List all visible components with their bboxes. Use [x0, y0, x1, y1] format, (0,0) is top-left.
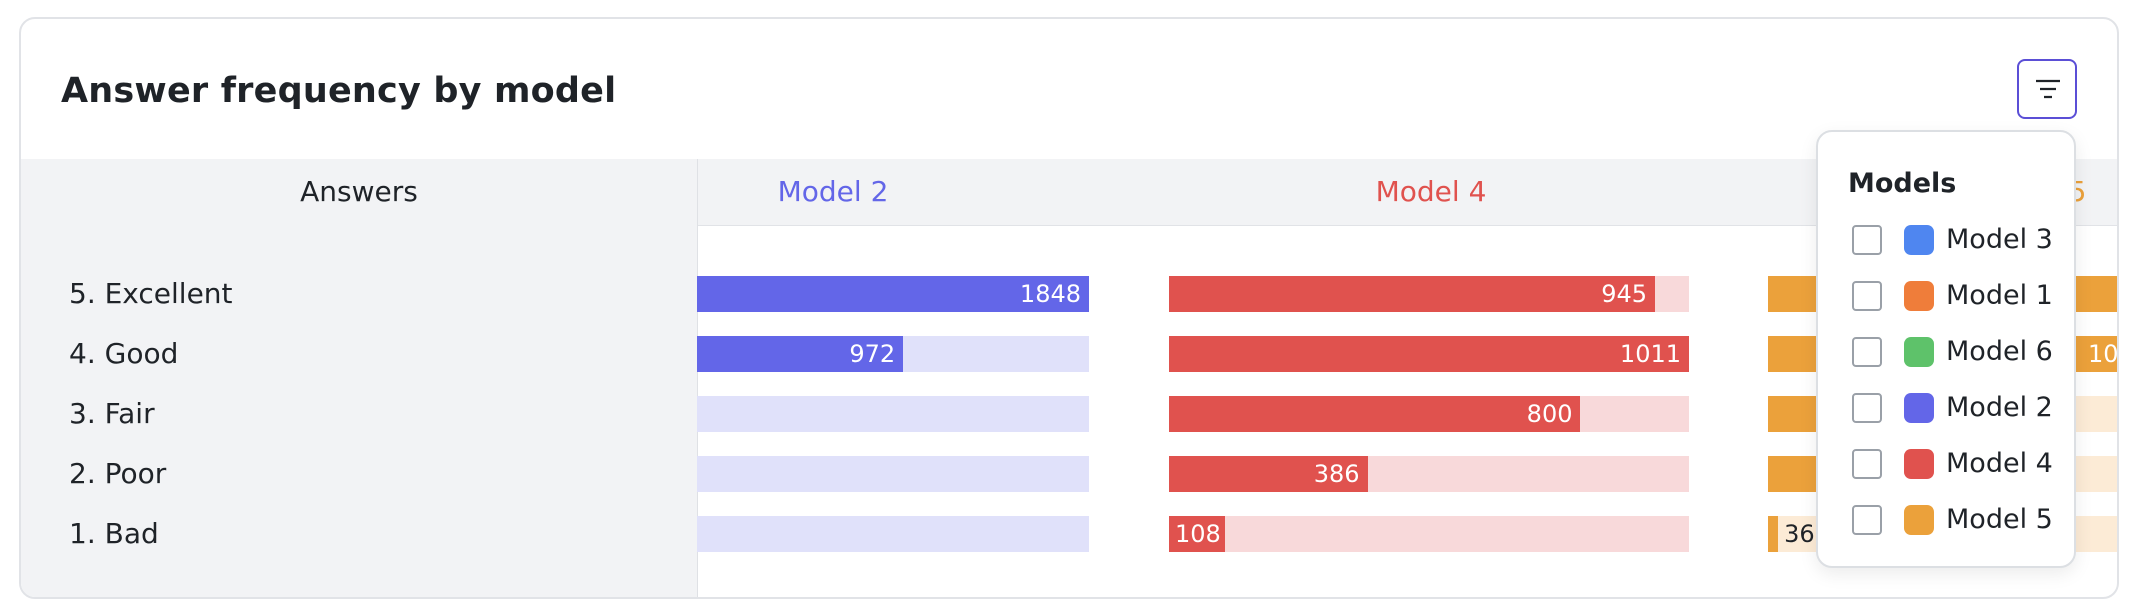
bar-value-label: 108	[2088, 340, 2119, 368]
bar-track	[697, 456, 1089, 492]
model-checkbox[interactable]	[1852, 449, 1882, 479]
bar-fill[interactable]	[1768, 456, 1825, 492]
bar-fill[interactable]	[1169, 456, 1368, 492]
model-checkbox[interactable]	[1852, 505, 1882, 535]
filter-button[interactable]	[2017, 59, 2077, 119]
bar-fill[interactable]	[1169, 396, 1581, 432]
answers-column	[21, 225, 697, 597]
model-color-swatch	[1904, 505, 1934, 535]
model-filter-option[interactable]: Model 1	[1818, 274, 2074, 318]
answer-row-label: 5. Excellent	[69, 277, 233, 310]
bar-fill[interactable]	[1169, 516, 1225, 552]
card-title: Answer frequency by model	[61, 71, 617, 111]
model-column-header: Model 2	[777, 175, 889, 208]
model-checkbox[interactable]	[1852, 393, 1882, 423]
bar-track: 108	[1169, 516, 1689, 552]
column-divider	[697, 159, 698, 597]
answer-row-label: 3. Fair	[69, 397, 155, 430]
model-filter-option[interactable]: Model 3	[1818, 218, 2074, 262]
answer-row-label: 2. Poor	[69, 457, 167, 490]
answer-frequency-card: Answer frequency by model Answers Model …	[19, 17, 2119, 599]
bar-track: 972	[697, 336, 1089, 372]
model-checkbox[interactable]	[1852, 337, 1882, 367]
model-filter-label: Model 3	[1946, 224, 2053, 255]
bar-track	[697, 396, 1089, 432]
bar-fill[interactable]	[1169, 336, 1689, 372]
model-color-swatch	[1904, 393, 1934, 423]
answer-row-label: 1. Bad	[69, 517, 159, 550]
bar-value-label: 1848	[1019, 280, 1081, 308]
model-filter-label: Model 1	[1946, 280, 2053, 311]
bar-value-label: 972	[849, 340, 896, 368]
bar-fill[interactable]	[697, 336, 904, 372]
bar-value-label: 945	[1601, 280, 1648, 308]
model-filter-label: Model 4	[1946, 448, 2053, 479]
model-color-swatch	[1904, 225, 1934, 255]
bar-track: 945	[1169, 276, 1689, 312]
bar-track: 1011	[1169, 336, 1689, 372]
model-filter-label: Model 2	[1946, 392, 2053, 423]
model-filter-label: Model 5	[1946, 504, 2053, 535]
table-header	[21, 159, 2117, 226]
bar-value-label: 108	[1175, 520, 1221, 548]
model-column-header: Model 4	[1375, 175, 1487, 208]
model-color-swatch	[1904, 281, 1934, 311]
bar-track	[697, 516, 1089, 552]
model-color-swatch	[1904, 449, 1934, 479]
bar-track: 1848	[697, 276, 1089, 312]
model-filter-option[interactable]: Model 4	[1818, 442, 2074, 486]
model-filter-option[interactable]: Model 6	[1818, 330, 2074, 374]
model-color-swatch	[1904, 337, 1934, 367]
bar-fill[interactable]	[1169, 276, 1656, 312]
model-checkbox[interactable]	[1852, 225, 1882, 255]
bar-track: 800	[1169, 396, 1689, 432]
bar-fill[interactable]	[1768, 516, 1779, 552]
model-checkbox[interactable]	[1852, 281, 1882, 311]
bar-value-label: 1011	[1619, 340, 1681, 368]
bar-fill[interactable]	[1768, 396, 1825, 432]
bar-track: 386	[1169, 456, 1689, 492]
popover-title: Models	[1848, 168, 1957, 199]
bar-value-label: 36	[1784, 520, 1815, 548]
model-filter-option[interactable]: Model 5	[1818, 498, 2074, 542]
bar-fill[interactable]	[697, 276, 1089, 312]
answer-row-label: 4. Good	[69, 337, 179, 370]
answers-header: Answers	[300, 175, 418, 208]
bar-value-label: 800	[1526, 400, 1573, 428]
model-filter-label: Model 6	[1946, 336, 2053, 367]
models-filter-popover: Models Model 3 Model 1 Model 6 Model 2 Model…	[1816, 130, 2076, 568]
model-filter-option[interactable]: Model 2	[1818, 386, 2074, 430]
filter-icon	[2036, 79, 2060, 99]
bar-value-label: 386	[1313, 460, 1360, 488]
